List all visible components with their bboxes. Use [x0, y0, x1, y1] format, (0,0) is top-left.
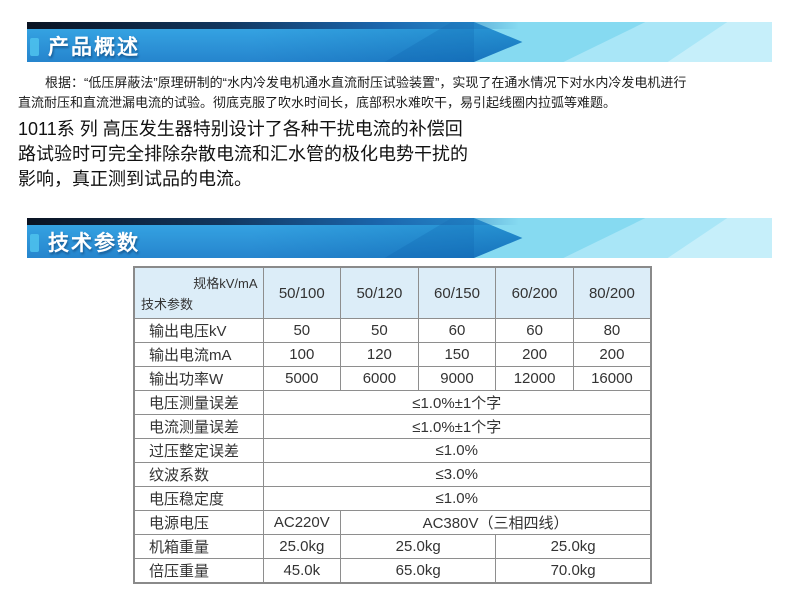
spec-cell: ≤3.0% — [262, 462, 652, 487]
paragraph-line: 路试验时可完全排除杂散电流和汇水管的极化电势干扰的 — [18, 144, 468, 164]
spec-row-label: 输出电流mA — [133, 342, 264, 367]
spec-table: 规格kV/mA 技术参数 50/100 50/120 60/150 60/200 80/… — [133, 266, 652, 584]
spec-cell: 200 — [495, 342, 574, 367]
spec-row-label: 电压测量误差 — [133, 390, 264, 415]
spec-row-label: 过压整定误差 — [133, 438, 264, 463]
spec-cell: 60 — [495, 318, 574, 343]
spec-cell: 9000 — [417, 366, 497, 391]
spec-cell: 200 — [572, 342, 652, 367]
spec-cell: 65.0kg — [340, 558, 497, 584]
spec-row-label: 输出电压kV — [133, 318, 264, 343]
spec-row: 电源电压 AC220V AC380V（三相四线） — [133, 510, 652, 535]
spec-row: 倍压重量 45.0k 65.0kg 70.0kg — [133, 558, 652, 584]
paragraph-line: 影响，真正测到试品的电流。 — [18, 169, 252, 189]
paragraph-line: 根据：“低压屏蔽法”原理研制的“水内冷发电机通水直流耐压试验装置”，实现了在通水… — [45, 75, 687, 90]
overview-paragraph-1: 根据：“低压屏蔽法”原理研制的“水内冷发电机通水直流耐压试验装置”，实现了在通水… — [18, 73, 781, 112]
banner-accent-square — [30, 234, 39, 252]
spec-row: 机箱重量 25.0kg 25.0kg 25.0kg — [133, 534, 652, 559]
overview-title: 产品概述 — [48, 35, 140, 59]
spec-column-header: 50/120 — [340, 266, 419, 319]
specs-title: 技术参数 — [48, 231, 140, 255]
spec-row-label: 输出功率W — [133, 366, 264, 391]
spec-column-header: 60/200 — [495, 266, 574, 319]
spec-cell: 120 — [340, 342, 419, 367]
spec-cell: 80 — [572, 318, 652, 343]
spec-cell: 5000 — [262, 366, 342, 391]
spec-row-label: 电流测量误差 — [133, 414, 264, 439]
banner-accent-square — [30, 38, 39, 56]
spec-cell: 25.0kg — [262, 534, 342, 559]
spec-cell: 25.0kg — [340, 534, 497, 559]
spec-row: 电压测量误差 ≤1.0%±1个字 — [133, 390, 652, 415]
spec-cell: ≤1.0% — [262, 486, 652, 511]
spec-row: 过压整定误差 ≤1.0% — [133, 438, 652, 463]
spec-cell: 25.0kg — [495, 534, 652, 559]
spec-cell: 150 — [417, 342, 497, 367]
spec-row: 纹波系数 ≤3.0% — [133, 462, 652, 487]
spec-row-label: 纹波系数 — [133, 462, 264, 487]
spec-table-wrapper: 规格kV/mA 技术参数 50/100 50/120 60/150 60/200 80/… — [133, 266, 799, 584]
spec-cell: 60 — [417, 318, 497, 343]
paragraph-line: 1011系 列 高压发生器特别设计了各种干扰电流的补偿回 — [18, 119, 463, 139]
overview-banner: 产品概述 — [27, 22, 772, 62]
spec-column-header: 60/150 — [417, 266, 497, 319]
spec-cell: ≤1.0%±1个字 — [262, 414, 652, 439]
spec-row-label: 倍压重量 — [133, 558, 264, 584]
banner-top-strip — [27, 218, 519, 225]
spec-cell: 70.0kg — [495, 558, 652, 584]
spec-row: 电流测量误差 ≤1.0%±1个字 — [133, 414, 652, 439]
spec-row-label: 机箱重量 — [133, 534, 264, 559]
spec-row: 电压稳定度 ≤1.0% — [133, 486, 652, 511]
spec-row-label: 电压稳定度 — [133, 486, 264, 511]
spec-row: 输出电压kV 50 50 60 60 80 — [133, 318, 652, 343]
spec-cell: 6000 — [340, 366, 419, 391]
corner-label-param: 技术参数 — [141, 297, 194, 312]
corner-label-spec: 规格kV/mA — [193, 276, 258, 291]
paragraph-line: 直流耐压和直流泄漏电流的试验。彻底克服了吹水时间长，底部积水难吹干，易引起线圈内… — [18, 94, 617, 110]
spec-cell: 16000 — [572, 366, 652, 391]
spec-row: 输出功率W 5000 6000 9000 12000 16000 — [133, 366, 652, 391]
spec-column-header: 50/100 — [262, 266, 342, 319]
overview-paragraph-2: 1011系 列 高压发生器特别设计了各种干扰电流的补偿回 路试验时可完全排除杂散… — [18, 117, 781, 192]
spec-cell: 50 — [262, 318, 342, 343]
spec-cell: AC380V（三相四线） — [340, 510, 652, 535]
spec-column-header: 80/200 — [572, 266, 652, 319]
banner-top-strip — [27, 22, 519, 29]
spec-cell: 100 — [262, 342, 342, 367]
spec-row: 输出电流mA 100 120 150 200 200 — [133, 342, 652, 367]
spec-header-row: 规格kV/mA 技术参数 50/100 50/120 60/150 60/200 80/… — [133, 266, 652, 319]
spec-corner-cell: 规格kV/mA 技术参数 — [133, 266, 264, 319]
spec-cell: 12000 — [495, 366, 574, 391]
spec-cell: 50 — [340, 318, 419, 343]
spec-cell: ≤1.0%±1个字 — [262, 390, 652, 415]
spec-cell: AC220V — [262, 510, 342, 535]
spec-cell: 45.0k — [262, 558, 342, 584]
spec-row-label: 电源电压 — [133, 510, 264, 535]
specs-banner: 技术参数 — [27, 218, 772, 258]
spec-cell: ≤1.0% — [262, 438, 652, 463]
